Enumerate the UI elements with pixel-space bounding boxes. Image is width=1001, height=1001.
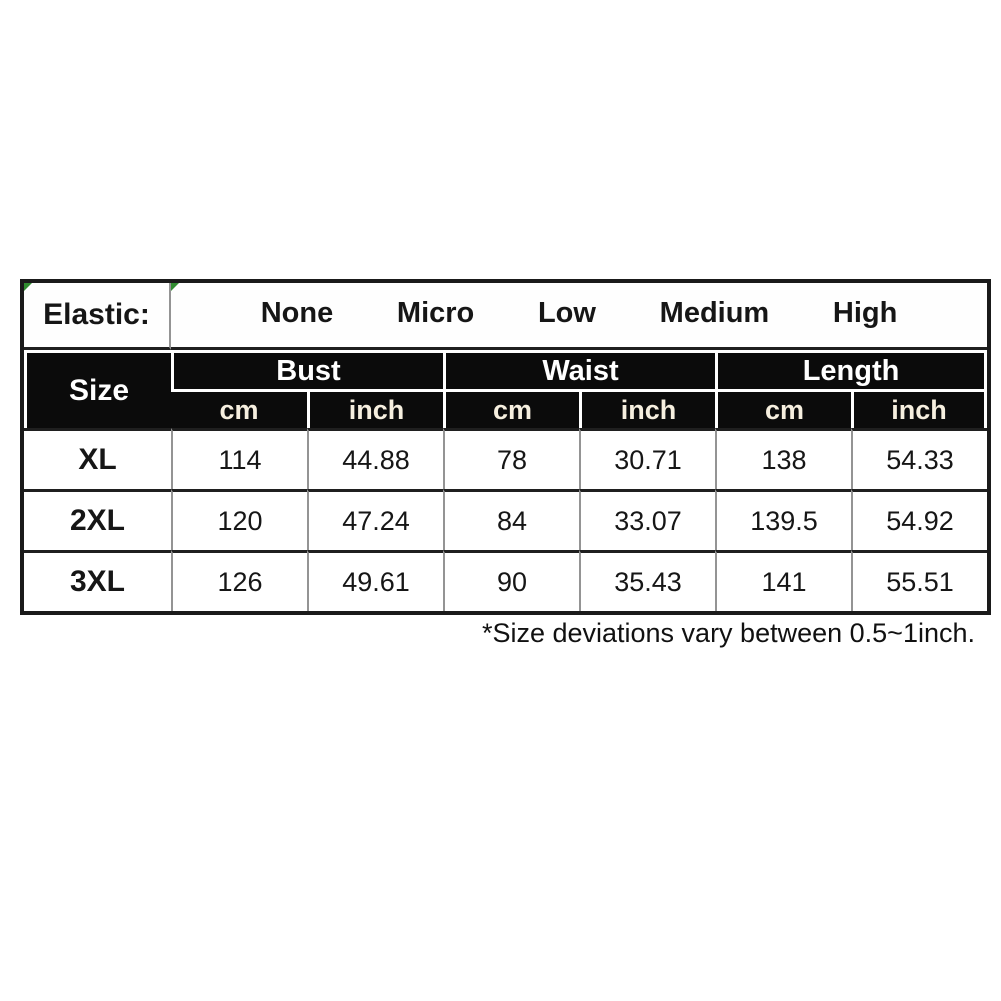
measurement-cell: 33.07 xyxy=(579,489,715,550)
size-header-cell: Size xyxy=(24,350,171,428)
measurement-cell: 138 xyxy=(715,428,851,489)
size-chart-table: Elastic: None Micro Low Medium High Size… xyxy=(20,279,992,615)
group-header-length: Length xyxy=(715,350,988,392)
measurement-cell: 54.92 xyxy=(851,489,988,550)
unit-header-length-inch: inch xyxy=(851,392,988,428)
elastic-option-micro: Micro xyxy=(396,296,475,329)
elastic-label: Elastic: xyxy=(43,298,150,331)
measurement-cell: 55.51 xyxy=(851,550,988,611)
unit-header-length-cm: cm xyxy=(715,392,851,428)
unit-header-row: cm inch cm inch cm inch xyxy=(24,392,988,428)
size-label-cell: XL xyxy=(24,428,171,489)
size-label-cell: 2XL xyxy=(24,489,171,550)
measurement-cell: 139.5 xyxy=(715,489,851,550)
elastic-options-cell: None Micro Low Medium High xyxy=(171,283,988,350)
size-deviation-footnote: *Size deviations vary between 0.5~1inch. xyxy=(481,618,975,648)
measurement-cell: 30.71 xyxy=(579,428,715,489)
measurement-cell: 35.43 xyxy=(579,550,715,611)
unit-header-waist-cm: cm xyxy=(443,392,579,428)
measurement-cell: 90 xyxy=(443,550,579,611)
measurement-cell: 114 xyxy=(171,428,307,489)
table-row-2xl: 2XL 120 47.24 84 33.07 139.5 54.92 xyxy=(24,489,988,550)
measurement-cell: 120 xyxy=(171,489,307,550)
group-header-row: Size Bust Waist Length xyxy=(24,350,988,428)
unit-header-bust-cm: cm xyxy=(171,392,307,428)
group-header-waist: Waist xyxy=(443,350,715,392)
unit-header-waist-inch: inch xyxy=(579,392,715,428)
elastic-label-cell: Elastic: xyxy=(24,283,171,350)
elastic-option-none: None xyxy=(260,296,334,329)
measurement-cell: 84 xyxy=(443,489,579,550)
measurement-cell: 78 xyxy=(443,428,579,489)
measurement-cell: 54.33 xyxy=(851,428,988,489)
unit-header-bust-inch: inch xyxy=(307,392,443,428)
elastic-option-medium: Medium xyxy=(659,296,770,329)
elastic-option-high: High xyxy=(832,296,898,329)
measurement-cell: 47.24 xyxy=(307,489,443,550)
size-label-cell: 3XL xyxy=(24,550,171,611)
measurement-cell: 44.88 xyxy=(307,428,443,489)
table-row-xl: XL 114 44.88 78 30.71 138 54.33 xyxy=(24,428,988,489)
cell-corner-marker-icon xyxy=(171,283,179,291)
group-header-bust: Bust xyxy=(171,350,443,392)
elastic-options-list: None Micro Low Medium High xyxy=(171,297,987,334)
elastic-option-low: Low xyxy=(537,296,596,329)
table-row-3xl: 3XL 126 49.61 90 35.43 141 55.51 xyxy=(24,550,988,611)
measurement-cell: 141 xyxy=(715,550,851,611)
measurement-cell: 49.61 xyxy=(307,550,443,611)
elastic-row: Elastic: None Micro Low Medium High xyxy=(24,283,988,350)
measurement-cell: 126 xyxy=(171,550,307,611)
cell-corner-marker-icon xyxy=(24,283,32,291)
